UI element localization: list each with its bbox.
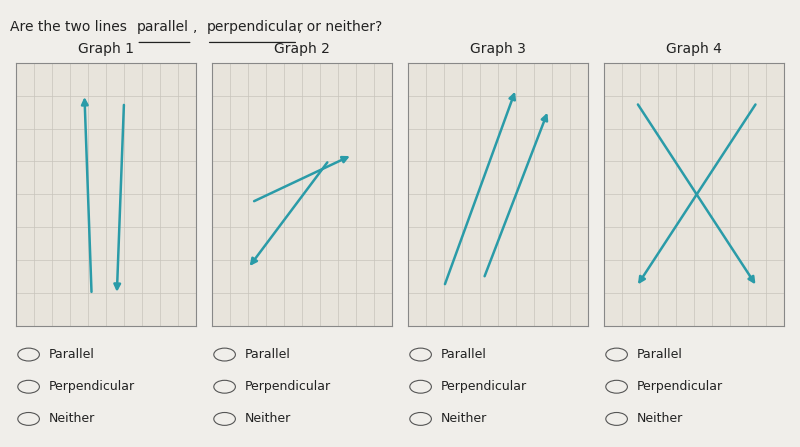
Text: Perpendicular: Perpendicular [245, 380, 330, 393]
Text: Graph 2: Graph 2 [274, 42, 330, 56]
Text: Parallel: Parallel [245, 348, 290, 361]
Text: Graph 4: Graph 4 [666, 42, 722, 56]
Text: Perpendicular: Perpendicular [637, 380, 722, 393]
Text: Neither: Neither [440, 413, 486, 426]
Text: , or neither?: , or neither? [298, 20, 382, 34]
Text: Perpendicular: Perpendicular [440, 380, 526, 393]
Text: Perpendicular: Perpendicular [48, 380, 134, 393]
Text: Parallel: Parallel [440, 348, 486, 361]
Text: Neither: Neither [245, 413, 290, 426]
Text: Parallel: Parallel [637, 348, 682, 361]
Text: parallel: parallel [136, 20, 188, 34]
Text: Are the two lines: Are the two lines [10, 20, 131, 34]
Text: Parallel: Parallel [48, 348, 94, 361]
Text: Graph 1: Graph 1 [78, 42, 134, 56]
Text: perpendicular: perpendicular [206, 20, 303, 34]
Text: Neither: Neither [637, 413, 682, 426]
Text: Neither: Neither [48, 413, 94, 426]
Text: Graph 3: Graph 3 [470, 42, 526, 56]
Text: ,: , [193, 20, 202, 34]
